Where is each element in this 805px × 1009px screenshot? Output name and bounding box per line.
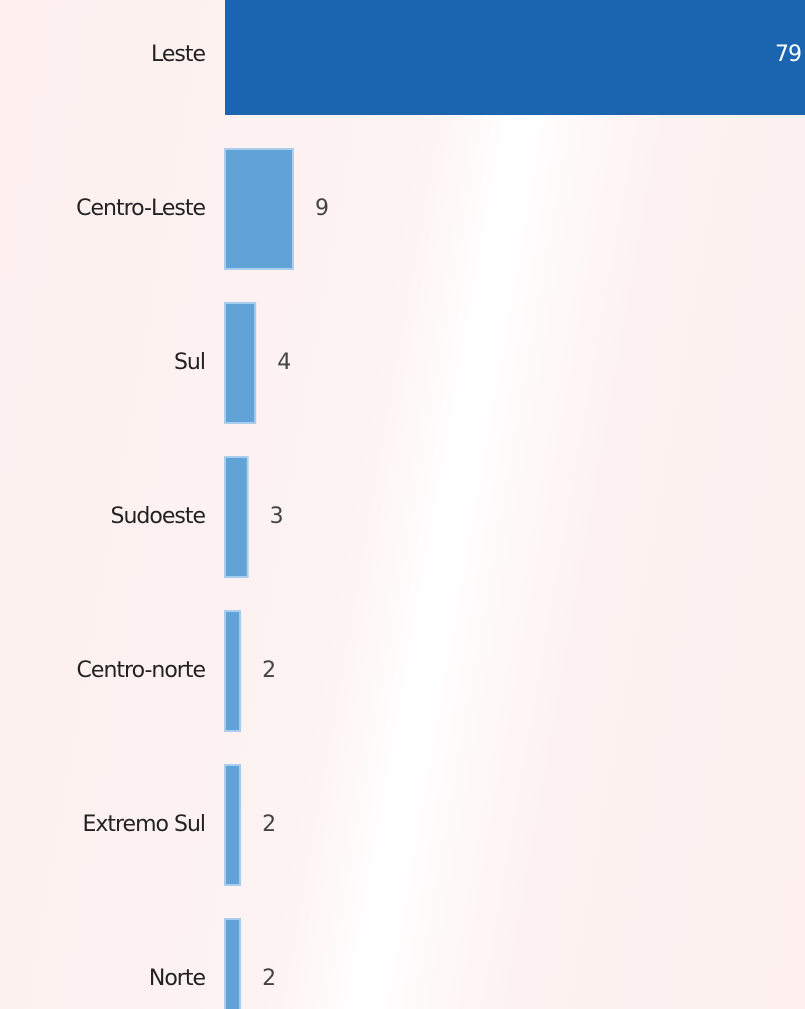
- category-label: Centro-norte: [77, 658, 206, 683]
- bar: [224, 456, 249, 578]
- category-label: Extremo Sul: [82, 812, 205, 837]
- category-label: Norte: [149, 966, 206, 991]
- value-label: 9: [315, 196, 328, 221]
- bar: [224, 764, 242, 886]
- value-label: 4: [277, 350, 290, 375]
- bar: [224, 610, 242, 732]
- value-label: 2: [262, 658, 275, 683]
- bar: [224, 302, 257, 424]
- value-label: 3: [270, 504, 283, 529]
- bar: [225, 0, 805, 115]
- category-label: Sul: [174, 350, 205, 375]
- bar: [224, 148, 294, 270]
- category-label: Centro-Leste: [76, 196, 205, 221]
- bar: [224, 918, 242, 1009]
- category-label: Leste: [151, 42, 205, 67]
- category-label: Sudoeste: [111, 504, 206, 529]
- value-label: 79: [775, 42, 801, 67]
- value-label: 2: [262, 812, 275, 837]
- value-label: 2: [262, 966, 275, 991]
